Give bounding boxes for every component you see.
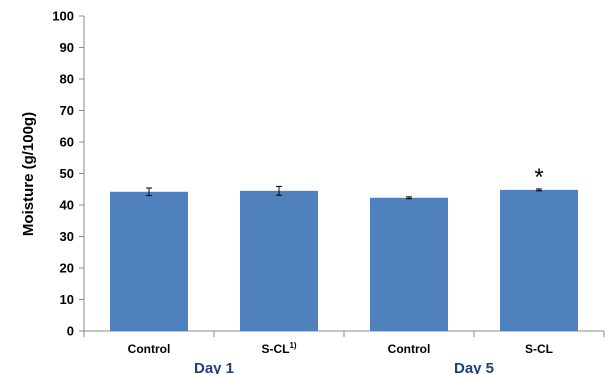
significance-mark: * xyxy=(534,164,543,191)
y-tick-label: 80 xyxy=(60,72,74,87)
x-category-label: Control xyxy=(128,342,171,356)
category-footnote-mark: 1) xyxy=(289,341,296,350)
y-tick-label: 20 xyxy=(60,261,74,276)
group-label: Day 1 xyxy=(194,360,234,374)
group-label: Day 5 xyxy=(454,360,494,374)
x-category-label: Control xyxy=(388,342,431,356)
bar xyxy=(240,190,318,331)
y-tick-label: 30 xyxy=(60,229,74,244)
y-tick-label: 90 xyxy=(60,40,74,55)
bar xyxy=(110,191,188,331)
y-tick-label: 100 xyxy=(52,9,74,24)
y-tick-label: 50 xyxy=(60,166,74,181)
y-axis-title: Moisture (g/100g) xyxy=(20,112,37,236)
y-tick-label: 70 xyxy=(60,103,74,118)
bar xyxy=(500,189,578,331)
y-tick-label: 0 xyxy=(67,324,74,339)
x-category-label: S-CL xyxy=(525,342,553,356)
y-tick-label: 40 xyxy=(60,198,74,213)
x-category-label: S-CL1) xyxy=(261,341,296,356)
y-tick-label: 10 xyxy=(60,292,74,307)
y-tick-label: 60 xyxy=(60,135,74,150)
bar xyxy=(370,197,448,331)
